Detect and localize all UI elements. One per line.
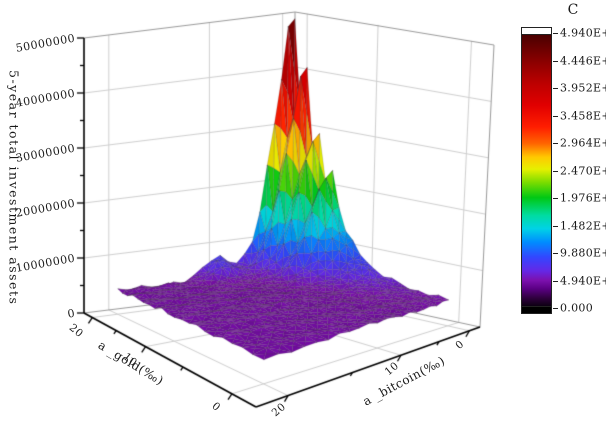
- colorbar-tick-label: 2.964E+7: [560, 136, 606, 150]
- colorbar-gradient: [522, 35, 551, 306]
- colorbar-tick-mark: [553, 88, 558, 89]
- colorbar-tick-mark: [553, 170, 558, 172]
- colorbar-under-cap: [522, 306, 551, 313]
- colorbar-tick-label: 2.470E+7: [560, 164, 606, 177]
- colorbar-tick-mark: [553, 60, 558, 62]
- colorbar-title: C: [567, 2, 579, 18]
- colorbar-tick-mark: [553, 33, 558, 34]
- colorbar-tick-label: 0.000: [560, 301, 593, 315]
- colorbar-tick-label: 9.880E+6: [560, 246, 606, 260]
- colorbar-tick-mark: [553, 280, 558, 282]
- colorbar-tick-mark: [553, 253, 558, 254]
- colorbar-tick-mark: [553, 198, 558, 199]
- colorbar-gradient-bar: [521, 27, 552, 314]
- colorbar-tick-label: 3.952E+7: [560, 81, 606, 95]
- colorbar-tick-mark: [553, 308, 558, 309]
- colorbar-tick-mark: [553, 143, 558, 144]
- colorbar-over-cap: [522, 28, 551, 35]
- colorbar-tick-label: 4.446E+7: [560, 54, 606, 67]
- colorbar: [521, 27, 552, 314]
- z-axis-title: 5-year total investment assets: [6, 70, 22, 306]
- colorbar-tick-label: 1.976E+7: [560, 191, 606, 205]
- colorbar-tick-label: 1.482E+7: [560, 219, 606, 232]
- colorbar-tick-label: 4.940E+6: [560, 274, 606, 287]
- colorbar-tick-mark: [553, 115, 558, 117]
- colorbar-tick-mark: [553, 225, 558, 227]
- colorbar-tick-label: 4.940E+7: [560, 26, 606, 40]
- colorbar-tick-label: 3.458E+7: [560, 109, 606, 122]
